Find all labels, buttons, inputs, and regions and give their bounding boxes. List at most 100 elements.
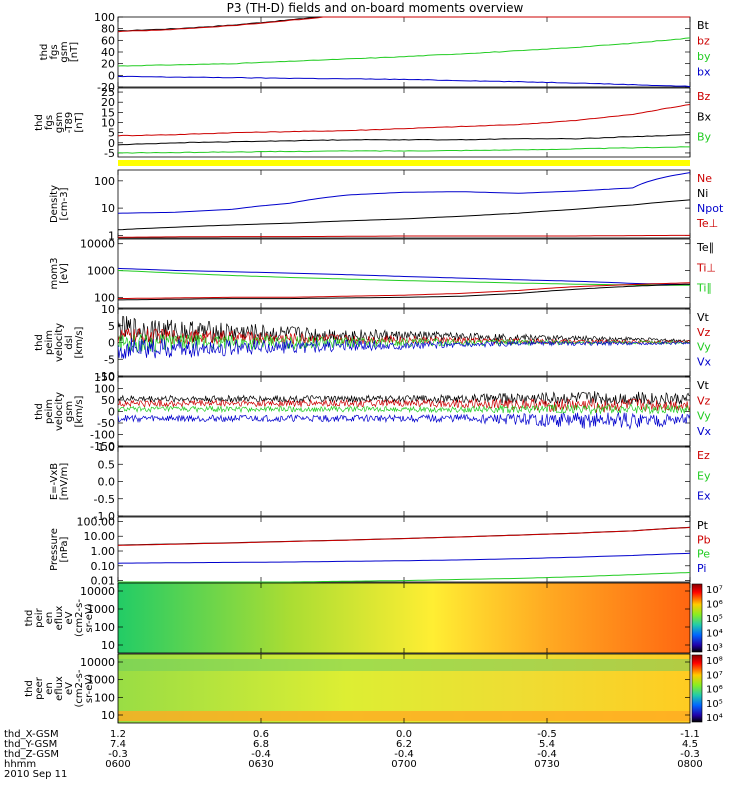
y-tick-label: 10 xyxy=(101,709,115,722)
colorbar-tick-label: 10⁵ xyxy=(706,699,723,710)
legend-entry: Ti∥ xyxy=(696,282,712,295)
legend-entry: Pt xyxy=(697,519,709,532)
y-tick-label: 0 xyxy=(108,69,115,82)
y-tick-label: 50 xyxy=(101,394,115,407)
legend-entry: bx xyxy=(697,66,711,79)
y-tick-label: 100.00 xyxy=(77,515,116,528)
y-axis-label: eV xyxy=(64,682,75,695)
panel-velocity-dsl: 10 5 0 -5 -10 thd peim velocity dsl [km/s] Vt Vz VyV… xyxy=(34,303,712,383)
legend-entry: Ni xyxy=(697,187,708,200)
y-tick-label: 100 xyxy=(94,383,115,396)
legend-entry: Te⊥ xyxy=(696,217,718,230)
x-axis-value: 0800 xyxy=(677,759,702,770)
y-axis-label: eflux xyxy=(54,676,65,701)
y-axis-label: -T89 xyxy=(64,112,75,134)
y-axis-label: mom3 xyxy=(49,258,60,290)
y-axis-label: thd xyxy=(34,403,45,420)
colorbar xyxy=(691,583,703,653)
colorbar-tick-label: 10⁴ xyxy=(706,713,723,724)
y-axis-label: [cm-3] xyxy=(59,187,70,220)
panel-efield: 1.0 0.5 0.0 -0.5 -1.0 E=-VxB [mV/m] Ez Ey Ex xyxy=(49,441,711,523)
y-axis-label: [mV/m] xyxy=(59,463,70,501)
legend-entry: Pe xyxy=(697,548,710,561)
y-axis-label: peer xyxy=(34,676,45,700)
x-axis-row-label: thd_Y-GSM xyxy=(4,739,57,750)
colorbar-tick-label: 10⁶ xyxy=(706,600,723,611)
panel-temperature: 10000 1000 100 mom3 [eV] Te∥ Ti⊥ Ti∥ xyxy=(49,238,716,309)
legend-entry: Vt xyxy=(697,311,710,324)
y-axis-label: peim xyxy=(44,399,55,424)
y-axis-label: sr-eV) xyxy=(84,674,95,703)
y-axis-label: (cm2-s- xyxy=(74,669,85,707)
y-tick-label: 1 xyxy=(108,229,115,242)
y-tick-label: 1.0 xyxy=(98,441,116,454)
y-tick-label: 60 xyxy=(101,34,115,47)
panel-pressure: 100.00 10.00 1.00 0.10 0.01 Pressure [nPa] PtPb… xyxy=(49,515,711,587)
y-axis-label: thd xyxy=(24,610,35,627)
y-tick-label: 40 xyxy=(101,46,115,59)
series-Bz xyxy=(117,104,691,137)
legend-entry: by xyxy=(697,50,711,63)
series-Ni xyxy=(117,199,691,231)
panel-frame xyxy=(117,87,691,158)
y-tick-label: 1000 xyxy=(87,265,115,278)
y-axis-label: eV xyxy=(64,611,75,624)
series-Pb xyxy=(117,527,691,546)
spectrogram-band xyxy=(118,659,690,671)
x-axis-row-label: hhmm xyxy=(4,759,36,770)
legend-entry: bz xyxy=(697,35,710,48)
series-Vy xyxy=(117,403,691,416)
legend-entry: Vy xyxy=(697,410,711,423)
y-tick-label: 0 xyxy=(108,137,115,150)
legend-entry: Bt xyxy=(697,19,710,32)
y-tick-label: 0 xyxy=(108,337,115,350)
colorbar-tick-label: 10⁴ xyxy=(706,629,723,640)
y-tick-label: 10000 xyxy=(80,585,115,598)
x-axis-value: 0700 xyxy=(391,759,416,770)
y-axis-label: [nT] xyxy=(74,112,85,132)
y-axis-label: thd xyxy=(34,114,45,131)
series-Te∥ xyxy=(118,283,691,301)
series-Pe xyxy=(118,572,691,583)
legend-entry: Ti⊥ xyxy=(696,261,716,274)
y-tick-label: 100 xyxy=(94,621,115,634)
y-tick-label: 10 xyxy=(101,639,115,652)
series-Ne xyxy=(117,234,690,238)
y-tick-label: -0.5 xyxy=(94,493,115,506)
y-tick-label: 1.00 xyxy=(91,545,116,558)
legend-entry: Pi xyxy=(697,562,706,575)
y-tick-label: 15 xyxy=(101,106,115,119)
y-tick-label: 10.00 xyxy=(84,530,116,543)
y-axis-label: [km/s] xyxy=(74,326,85,358)
y-tick-label: 5 xyxy=(108,320,115,333)
x-axis-value: -0.4 xyxy=(394,749,414,760)
colorbar xyxy=(691,654,703,723)
legend-entry: Npot xyxy=(697,202,724,215)
series-Pi xyxy=(117,552,691,564)
figure-title: P3 (TH-D) fields and on-board moments ov… xyxy=(226,1,524,15)
y-tick-label: 20 xyxy=(101,58,115,71)
legend-entry: Te∥ xyxy=(696,241,714,254)
y-tick-label: -5 xyxy=(104,147,115,160)
x-axis-value: 4.5 xyxy=(682,739,698,750)
colorbar-tick-label: 10⁵ xyxy=(706,614,723,625)
y-axis-label: E=-VxB xyxy=(49,463,60,500)
colorbar-tick-label: 10³ xyxy=(706,643,723,654)
y-axis-label: thd xyxy=(34,334,45,351)
y-tick-label: 0 xyxy=(108,406,115,419)
y-axis-label: en xyxy=(44,612,55,625)
y-tick-label: 0.0 xyxy=(98,476,116,489)
spectrogram-fill xyxy=(118,583,690,653)
x-axis-value: 0600 xyxy=(105,759,130,770)
panel-ion-spectrogram: 10⁷ 10⁶ 10⁵ 10⁴ 10³ 10000 1000 100 10 thd peir en ef… xyxy=(24,582,723,654)
y-axis-label: thd xyxy=(24,680,35,697)
y-tick-label: 10000 xyxy=(80,238,115,251)
y-tick-label: 1000 xyxy=(87,603,115,616)
y-axis-label: peir xyxy=(34,607,45,627)
y-axis-label: thd xyxy=(39,44,50,61)
y-axis-label: sr-eV) xyxy=(84,603,95,632)
y-tick-label: 0.5 xyxy=(98,458,116,471)
x-axis-value: -0.3 xyxy=(680,749,700,760)
y-axis-label: [km/s] xyxy=(74,395,85,427)
y-tick-label: -5 xyxy=(104,353,115,366)
